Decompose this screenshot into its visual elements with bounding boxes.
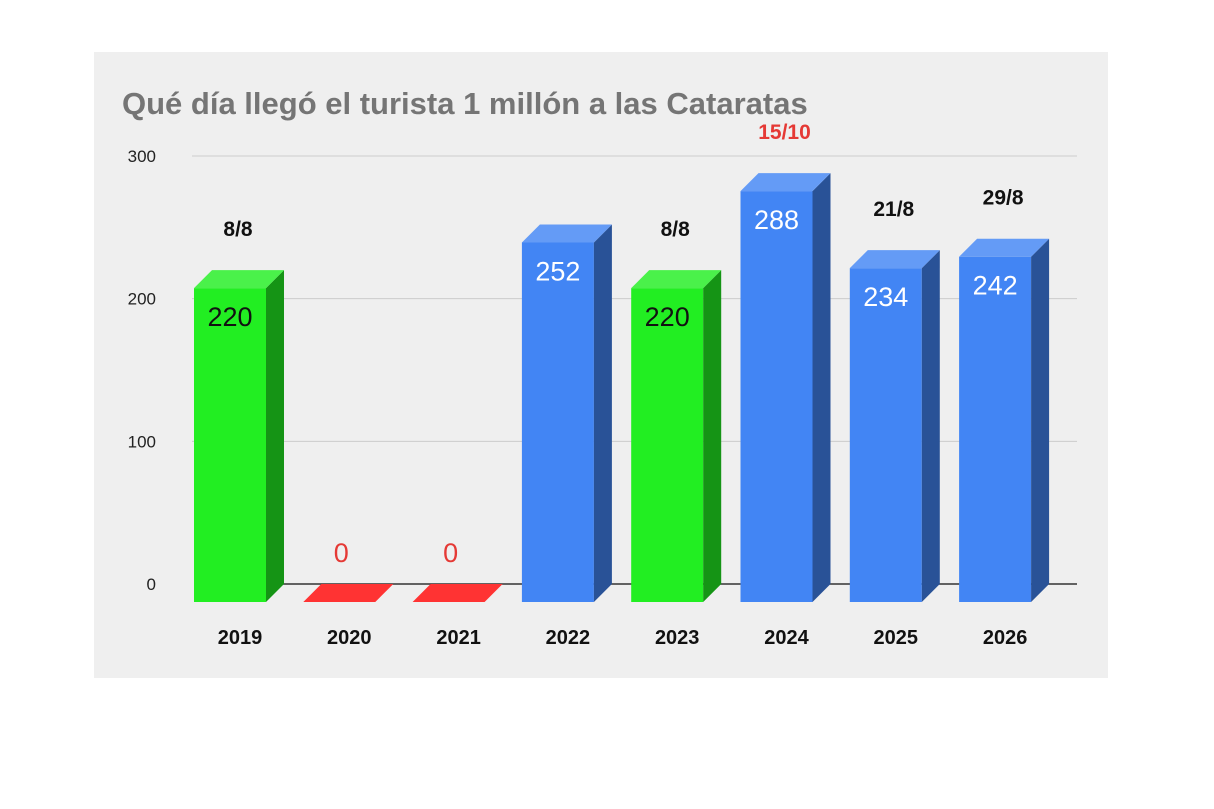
y-tick-label: 0 [147,575,156,594]
bar-date-label: 15/10 [758,121,811,144]
x-tick-label: 2019 [218,627,263,649]
bar-date-label: 8/8 [661,218,691,241]
x-tick-label: 2025 [874,627,919,649]
bar-side [812,173,831,602]
bar-side [921,250,940,602]
y-tick-label: 100 [128,432,156,451]
chart-panel: Qué día llegó el turista 1 millón a las … [94,52,1108,678]
chart-title: Qué día llegó el turista 1 millón a las … [122,86,808,121]
bar-value-label: 0 [334,538,349,568]
bar-top [740,173,831,192]
chart-plot: 0 100 200 300 220 8/8 2019 0 2020 0 2021 252 2022 220… [128,121,1077,649]
bar-top [194,270,284,289]
bar-value-label: 220 [645,302,690,332]
bar-value-label: 234 [863,282,908,312]
x-tick-label: 2020 [327,627,372,649]
bar-front [740,191,813,602]
bar-value-label: 220 [207,302,252,332]
bar-zero [412,584,503,602]
bar-side [593,224,612,603]
x-tick-label: 2024 [764,627,809,649]
y-tick-label: 200 [128,290,156,309]
y-tick-label: 300 [128,147,156,166]
bar-front [849,268,922,602]
bar-top [849,250,940,269]
bar-side [703,270,722,602]
bar-side [266,270,284,602]
bar-date-label: 29/8 [983,187,1024,210]
bar-zero [303,584,394,602]
bar-top [959,238,1050,257]
bar-front [194,288,266,602]
x-tick-label: 2022 [546,627,591,649]
bar-value-label: 252 [535,256,580,286]
x-tick-label: 2026 [983,627,1028,649]
bar-date-label: 21/8 [873,198,914,221]
x-tick-label: 2021 [436,627,481,649]
bar-front [959,256,1032,602]
bar-top [521,224,612,243]
bar-top [631,270,722,289]
bar-value-label: 288 [754,205,799,235]
bar-value-label: 242 [973,271,1018,301]
bar-date-label: 8/8 [223,218,253,241]
bar-front [521,242,594,603]
bar-side [1031,238,1050,602]
x-tick-label: 2023 [655,627,700,649]
bar-value-label: 0 [443,538,458,568]
bar-front [631,288,704,602]
